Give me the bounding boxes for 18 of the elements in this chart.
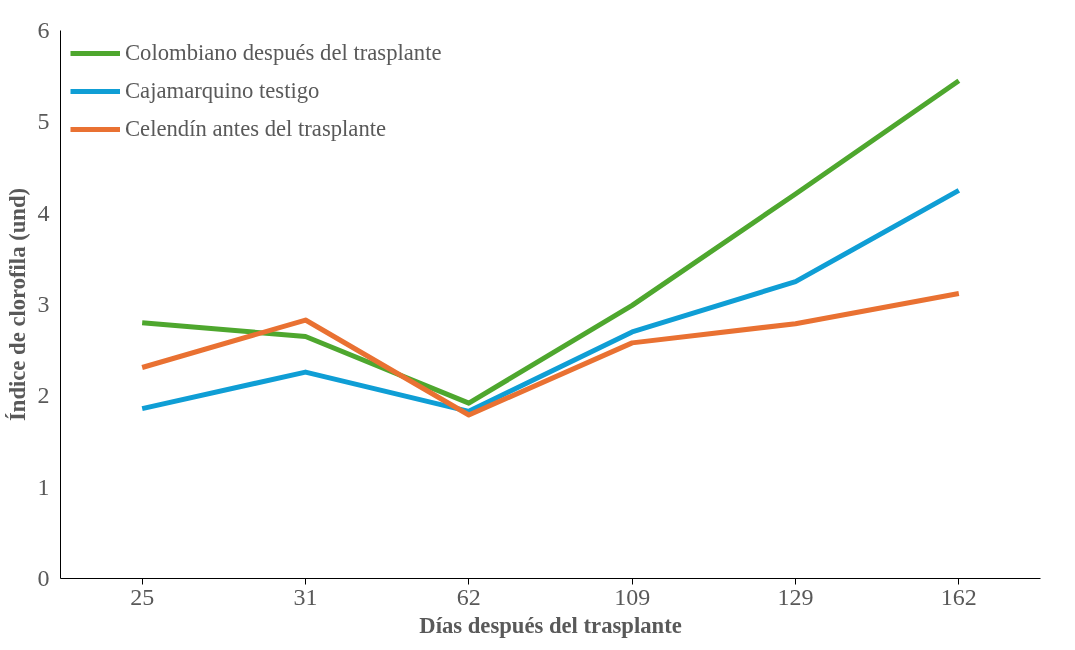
y-tick-label: 1 xyxy=(37,473,50,500)
x-tick-label: 129 xyxy=(777,583,814,610)
legend-label: Colombiano después del trasplante xyxy=(125,40,442,66)
legend-label: Cajamarquino testigo xyxy=(125,78,320,104)
x-tick-label: 162 xyxy=(940,583,977,610)
legend-label: Celendín antes del trasplante xyxy=(125,116,387,142)
y-tick-label: 6 xyxy=(37,17,50,43)
x-tick-label: 25 xyxy=(130,583,155,610)
y-tick-label: 0 xyxy=(37,565,50,591)
y-tick-label: 4 xyxy=(37,199,50,226)
y-axis-title: Índice de clorofila (und) xyxy=(4,187,30,422)
y-tick-label: 5 xyxy=(37,108,50,135)
x-tick-label: 31 xyxy=(293,583,318,610)
y-tick-label: 3 xyxy=(37,291,50,317)
x-tick-label: 109 xyxy=(614,583,651,610)
y-tick-label: 2 xyxy=(37,382,50,409)
x-tick-label: 62 xyxy=(456,583,481,610)
x-axis-title: Días después del trasplante xyxy=(419,612,682,638)
